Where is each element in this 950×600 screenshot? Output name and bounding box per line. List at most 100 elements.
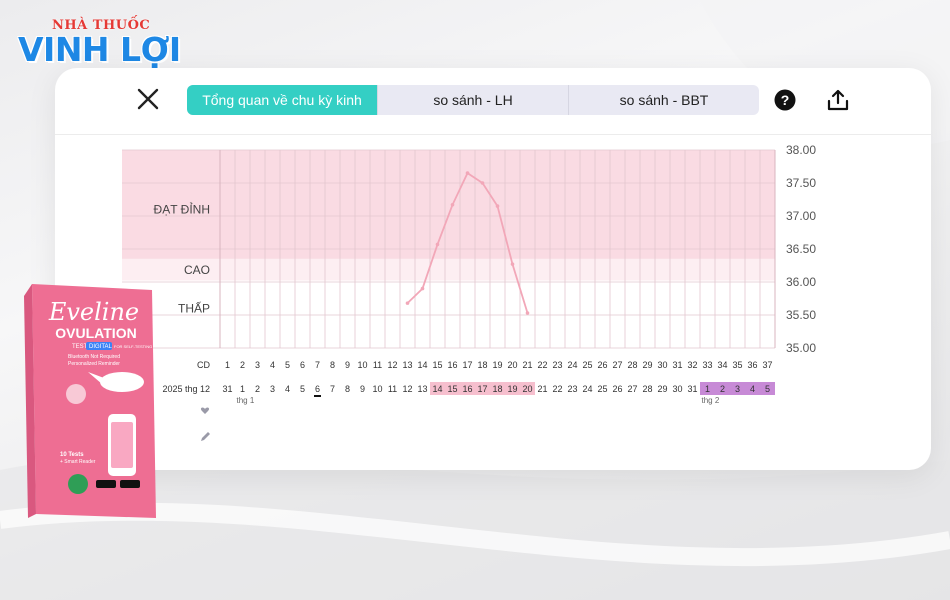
pencil-icon [201, 432, 210, 441]
zone-label: CAO [184, 263, 210, 277]
fertile-window-highlight [430, 382, 535, 395]
bbt-point [435, 242, 440, 247]
date-value: 4 [285, 384, 290, 394]
promo-count: 10 Tests [60, 452, 84, 458]
date-value: 7 [330, 384, 335, 394]
date-row-label: 2025 thg 12 [162, 384, 210, 394]
next-period-highlight [700, 382, 775, 395]
date-value: 31 [222, 384, 232, 394]
date-value: 12 [402, 384, 412, 394]
date-value: 9 [360, 384, 365, 394]
date-value: 15 [447, 384, 457, 394]
date-value: 17 [477, 384, 487, 394]
y-tick-label: 38.00 [786, 143, 816, 157]
cd-value: 6 [300, 360, 305, 370]
y-tick-label: 36.50 [786, 242, 816, 256]
cd-value: 4 [270, 360, 275, 370]
logo-subtitle: NHÀ THUỐC [52, 18, 151, 33]
date-value: 13 [417, 384, 427, 394]
cd-value: 27 [612, 360, 622, 370]
cd-value: 1 [225, 360, 230, 370]
y-tick-label: 35.50 [786, 308, 816, 322]
cd-value: 2 [240, 360, 245, 370]
cd-value: 31 [672, 360, 682, 370]
cd-value: 32 [687, 360, 697, 370]
date-value: 10 [372, 384, 382, 394]
date-value: 24 [582, 384, 592, 394]
app-window: Tổng quan về chu kỳ kinh so sánh - LH so… [55, 68, 931, 470]
month-label: thg 2 [702, 396, 720, 405]
date-value: 19 [507, 384, 517, 394]
cd-value: 11 [373, 360, 382, 370]
date-value: 14 [432, 384, 442, 394]
heart-icon [200, 407, 210, 414]
date-value: 21 [537, 384, 547, 394]
cd-value: 29 [642, 360, 652, 370]
cd-value: 26 [597, 360, 607, 370]
zone-label: THẤP [178, 300, 210, 315]
cd-value: 35 [732, 360, 742, 370]
view-tabs: Tổng quan về chu kỳ kinh so sánh - LH so… [187, 85, 759, 115]
date-value: 11 [388, 384, 397, 394]
bbt-point [525, 311, 530, 315]
date-value: 2 [720, 384, 725, 394]
month-label: thg 1 [237, 396, 255, 405]
promo-line2: DIGITAL [89, 344, 113, 350]
date-value: 28 [642, 384, 652, 394]
svg-text:?: ? [781, 92, 790, 108]
cd-value: 22 [537, 360, 547, 370]
date-value: 27 [627, 384, 637, 394]
date-value: 5 [765, 384, 770, 394]
cd-value: 17 [462, 360, 472, 370]
date-value: 3 [270, 384, 275, 394]
cd-value: 25 [582, 360, 592, 370]
cd-value: 23 [552, 360, 562, 370]
y-tick-label: 37.00 [786, 209, 816, 223]
logo-name: VINH LỢI [18, 30, 181, 69]
tab-compare-bbt[interactable]: so sánh - BBT [568, 85, 759, 115]
cd-value: 20 [507, 360, 517, 370]
date-value: 31 [687, 384, 697, 394]
cd-value: 3 [255, 360, 260, 370]
date-value: 29 [657, 384, 667, 394]
date-value: 5 [300, 384, 305, 394]
promo-product: OVULATION [55, 325, 136, 341]
cd-value: 36 [747, 360, 757, 370]
cd-value: 28 [627, 360, 637, 370]
date-value: 6 [315, 384, 320, 394]
cd-value: 19 [492, 360, 502, 370]
date-value: 20 [522, 384, 532, 394]
share-icon[interactable] [826, 88, 850, 112]
close-icon[interactable] [137, 88, 159, 110]
zone-label: ĐẠT ĐỈNH [154, 201, 210, 216]
bbt-point [510, 262, 515, 266]
zone-band [122, 258, 775, 281]
help-icon[interactable]: ? [774, 89, 796, 111]
promo-bullet1: Bluetooth Not Required [68, 354, 120, 360]
cd-value: 21 [522, 360, 532, 370]
tab-cycle-overview[interactable]: Tổng quan về chu kỳ kinh [187, 85, 377, 115]
cd-value: 16 [447, 360, 457, 370]
date-value: 22 [552, 384, 562, 394]
cd-value: 34 [717, 360, 727, 370]
date-value: 30 [672, 384, 682, 394]
date-value: 1 [705, 384, 710, 394]
today-marker [314, 395, 321, 397]
date-value: 26 [612, 384, 622, 394]
cd-value: 33 [702, 360, 712, 370]
cd-value: 8 [330, 360, 335, 370]
promo-bullet2: Personalized Reminder [68, 361, 120, 367]
bbt-point [495, 204, 500, 208]
bbt-point [450, 202, 455, 207]
top-bar: Tổng quan về chu kỳ kinh so sánh - LH so… [55, 68, 931, 135]
tab-compare-lh[interactable]: so sánh - LH [377, 85, 568, 115]
date-value: 3 [735, 384, 740, 394]
cd-value: 15 [432, 360, 442, 370]
pharmacy-logo: NHÀ THUỐC VINH LỢI [18, 18, 188, 76]
y-tick-label: 35.00 [786, 341, 816, 355]
y-tick-label: 37.50 [786, 176, 816, 190]
date-value: 8 [345, 384, 350, 394]
zone-band [122, 150, 775, 259]
bbt-point [420, 286, 425, 291]
date-value: 2 [255, 384, 260, 394]
